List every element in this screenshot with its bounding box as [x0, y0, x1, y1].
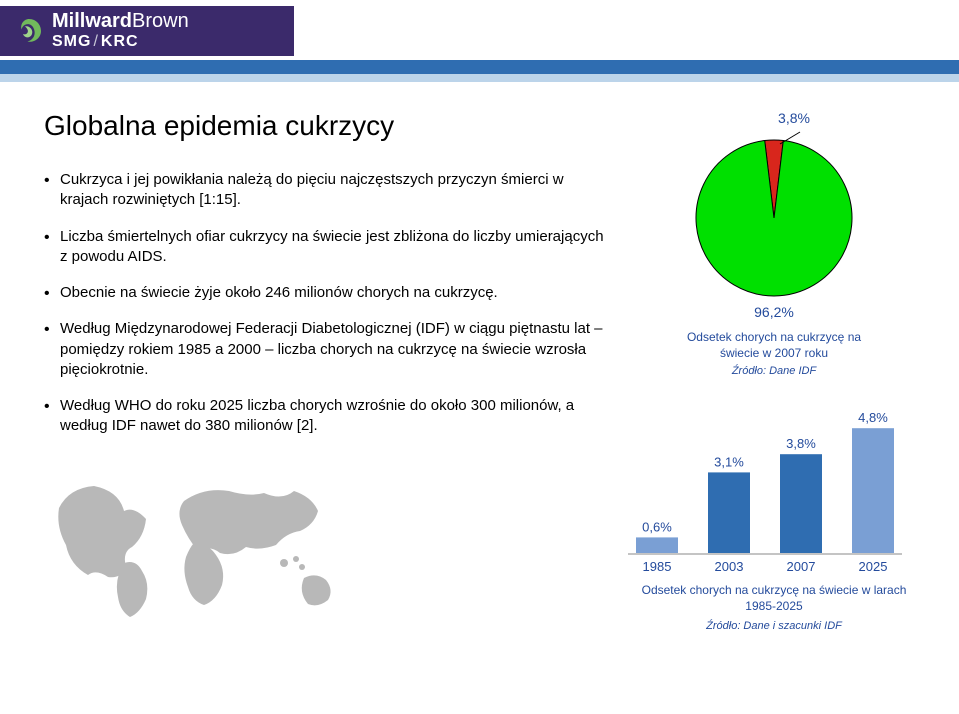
pie-source: Źródło: Dane IDF — [624, 365, 924, 377]
svg-text:0,6%: 0,6% — [642, 520, 672, 535]
svg-text:2007: 2007 — [787, 559, 816, 573]
right-column: 3,8% 96,2% Odsetek chorych na cukrzycę n… — [604, 110, 924, 632]
bullet-item: Według Międzynarodowej Federacji Diabeto… — [44, 319, 604, 380]
bullet-item: Cukrzyca i jej powikłania należą do pięc… — [44, 170, 604, 211]
world-map-icon — [44, 473, 384, 623]
logo-main-text: MillwardBrown — [52, 11, 189, 31]
pie-caption: Odsetek chorych na cukrzycę na świecie w… — [624, 330, 924, 361]
svg-text:2003: 2003 — [715, 559, 744, 573]
svg-text:2025: 2025 — [859, 559, 888, 573]
pie-chart — [689, 128, 859, 298]
pie-callout-label: 3,8% — [624, 110, 924, 126]
bar-chart-block: 0,6% 1985 3,1% 2003 3,8% 2007 4,8% 2025 Odsetek… — [624, 403, 924, 632]
header-stripe-light — [0, 74, 959, 82]
left-column: Globalna epidemia cukrzycy Cukrzyca i je… — [44, 110, 604, 632]
logo-text-block: MillwardBrown SMG/KRC — [52, 11, 189, 51]
bar-caption: Odsetek chorych na cukrzycę na świecie w… — [624, 583, 924, 614]
header: MillwardBrown SMG/KRC — [0, 0, 959, 82]
bullet-item: Liczba śmiertelnych ofiar cukrzycy na św… — [44, 227, 604, 268]
header-stripe-blue — [0, 60, 959, 74]
bullet-item: Obecnie na świecie żyje około 246 milion… — [44, 283, 604, 303]
bullet-item: Według WHO do roku 2025 liczba chorych w… — [44, 396, 604, 437]
pie-chart-block: 3,8% 96,2% Odsetek chorych na cukrzycę n… — [624, 110, 924, 377]
pie-center-label: 96,2% — [624, 304, 924, 320]
content: Globalna epidemia cukrzycy Cukrzyca i je… — [0, 82, 959, 632]
bullet-list: Cukrzyca i jej powikłania należą do pięc… — [44, 170, 604, 437]
logo-sub-text: SMG/KRC — [52, 33, 189, 51]
svg-text:3,8%: 3,8% — [786, 436, 816, 451]
svg-text:1985: 1985 — [643, 559, 672, 573]
svg-text:4,8%: 4,8% — [858, 410, 888, 425]
bar-source: Źródło: Dane i szacunki IDF — [624, 620, 924, 632]
bar-chart: 0,6% 1985 3,1% 2003 3,8% 2007 4,8% 2025 — [624, 403, 924, 573]
page-title: Globalna epidemia cukrzycy — [44, 110, 604, 142]
swirl-icon — [14, 16, 44, 46]
svg-text:3,1%: 3,1% — [714, 455, 744, 470]
logo-bar: MillwardBrown SMG/KRC — [0, 6, 294, 56]
